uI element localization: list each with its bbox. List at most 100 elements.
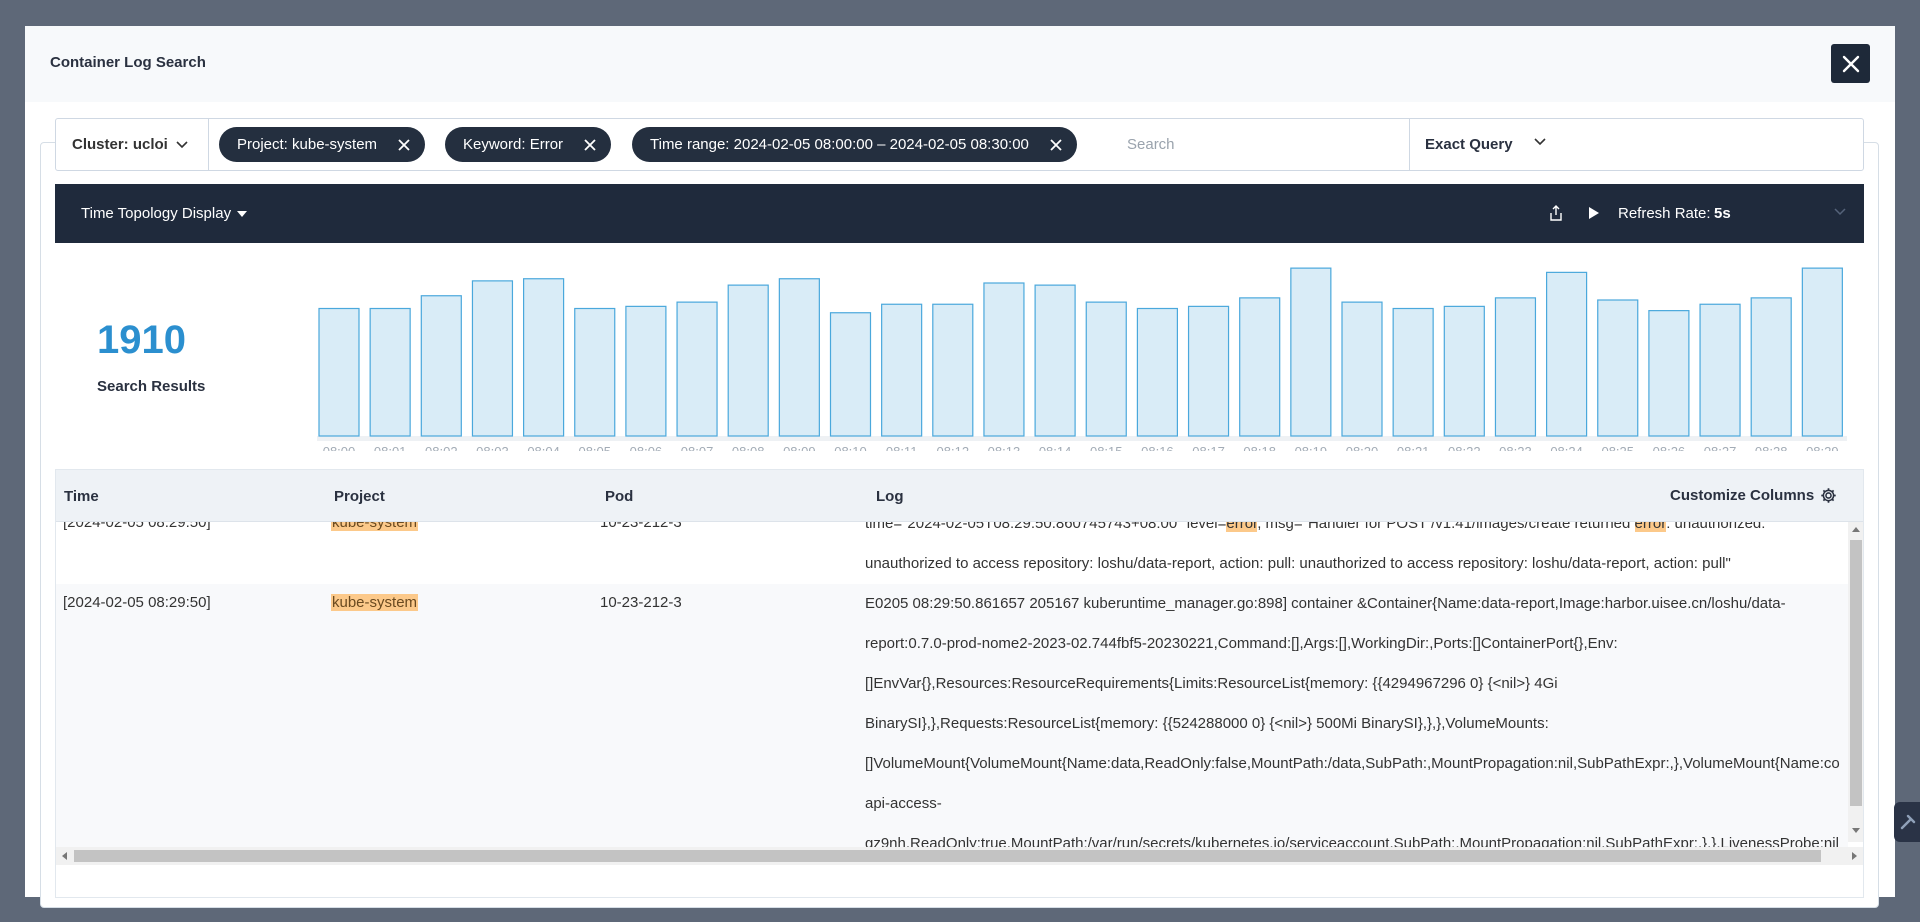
chart-bar[interactable] [1187, 305, 1230, 437]
cell-log: E0205 08:29:50.861657 205167 kuberuntime… [865, 584, 1848, 847]
cell-project: kube-system [331, 522, 419, 531]
chart-bar[interactable] [1341, 301, 1383, 437]
scroll-right-icon[interactable] [1852, 852, 1857, 860]
chip-remove-icon[interactable] [1049, 138, 1063, 152]
vertical-scrollbar[interactable] [1848, 522, 1863, 842]
x-tick-label: 08:17 [1192, 444, 1225, 451]
x-tick-label: 08:06 [630, 444, 663, 451]
x-tick-label: 08:15 [1090, 444, 1123, 451]
chip-remove-icon[interactable] [397, 138, 411, 152]
topology-dropdown[interactable]: Time Topology Display [81, 205, 248, 222]
cluster-select[interactable]: Cluster: ucloi [56, 119, 209, 170]
x-tick-label: 08:28 [1755, 444, 1788, 451]
chart-bar[interactable] [676, 301, 718, 437]
search-input[interactable] [1127, 128, 1407, 161]
chart-toolbar: Time Topology Display Refresh Rate: 5s [55, 184, 1864, 243]
x-tick-label: 08:00 [323, 444, 356, 451]
x-tick-label: 08:14 [1039, 444, 1072, 451]
x-tick-label: 08:05 [578, 444, 611, 451]
table-header: Time Project Pod Log Customize Columns [56, 470, 1863, 522]
scroll-thumb[interactable] [74, 850, 1821, 862]
cell-pod: 10-23-212-3 [600, 594, 682, 611]
scroll-left-icon[interactable] [62, 852, 67, 860]
x-tick-label: 08:16 [1141, 444, 1174, 451]
column-header-project[interactable]: Project [334, 488, 385, 505]
histogram-card: 1910 Search Results 08:00 08:01 08:02 08:03… [55, 256, 1864, 451]
chart-bar[interactable] [1034, 284, 1076, 437]
chart-bar[interactable] [471, 280, 514, 437]
chart-bar[interactable] [829, 312, 872, 437]
filter-chip-project: Project: kube-system [219, 127, 426, 162]
log-line: unauthorized to access repository: loshu… [865, 544, 1848, 584]
cell-log: time="2024-02-05T08:29:50.860745743+08:0… [865, 522, 1848, 584]
customize-columns-button[interactable]: Customize Columns [1670, 487, 1837, 504]
chart-bar[interactable] [1648, 310, 1690, 437]
highlight: kube-system [331, 594, 419, 611]
chart-bar[interactable] [932, 303, 974, 437]
search-bar: Cluster: ucloi Project: kube-system Keyw… [55, 118, 1864, 171]
chevron-down-icon[interactable] [1834, 208, 1846, 216]
chart-bar[interactable] [1392, 307, 1434, 437]
chart-bar[interactable] [1801, 267, 1843, 437]
result-count-label: Search Results [97, 378, 206, 395]
x-tick-label: 08:24 [1550, 444, 1583, 451]
close-button[interactable] [1831, 44, 1870, 83]
export-icon[interactable] [1549, 204, 1563, 222]
chart-bar[interactable] [369, 307, 411, 437]
table-body: [2024-02-05 08:29:50] kube-system 10-23-… [56, 522, 1848, 847]
chart-bar[interactable] [881, 303, 923, 437]
scroll-down-icon[interactable] [1852, 828, 1860, 833]
refresh-rate-value[interactable]: 5s [1714, 205, 1731, 222]
column-header-time[interactable]: Time [64, 488, 99, 505]
x-tick-label: 08:21 [1397, 444, 1430, 451]
cell-pod: 10-23-212-3 [600, 522, 682, 531]
scroll-up-icon[interactable] [1852, 527, 1860, 532]
chart-bar[interactable] [1443, 305, 1485, 437]
side-tool-tab[interactable] [1894, 802, 1920, 842]
chart-bar[interactable] [1545, 271, 1588, 437]
log-line: BinarySI},},Requests:ResourceList{memory… [865, 704, 1848, 744]
close-icon [1842, 55, 1859, 72]
log-line: time="2024-02-05T08:29:50.860745743+08:0… [865, 522, 1848, 544]
log-histogram-chart: 08:00 08:01 08:02 08:03 08:04 08:05 08:06 08:07… [317, 267, 1847, 451]
chart-bar[interactable] [1136, 307, 1179, 437]
column-header-log[interactable]: Log [876, 488, 904, 505]
log-line: E0205 08:29:50.861657 205167 kuberuntime… [865, 584, 1848, 624]
log-line: []VolumeMount{VolumeMount{Name:data,Read… [865, 744, 1848, 784]
chip-remove-icon[interactable] [583, 138, 597, 152]
chart-bar[interactable] [1239, 297, 1281, 437]
chart-bar[interactable] [1699, 303, 1741, 437]
cell-time: [2024-02-05 08:29:50] [63, 594, 211, 611]
log-text: api-access- [865, 795, 942, 812]
chart-bar[interactable] [1494, 297, 1537, 437]
chevron-down-icon [1534, 138, 1546, 146]
chart-bar[interactable] [1085, 301, 1127, 437]
cell-project: kube-system [331, 594, 419, 611]
column-header-pod[interactable]: Pod [605, 488, 634, 505]
result-count: 1910 [97, 318, 186, 362]
scroll-thumb[interactable] [1850, 540, 1862, 806]
x-tick-label: 08:25 [1601, 444, 1634, 451]
modal-header: Container Log Search [25, 26, 1895, 102]
chart-bar[interactable] [1290, 267, 1332, 437]
chart-bar[interactable] [523, 278, 565, 437]
table-row[interactable]: [2024-02-05 08:29:50] kube-system 10-23-… [56, 584, 1848, 847]
chart-bar[interactable] [778, 278, 820, 437]
chart-bar[interactable] [1750, 297, 1792, 437]
chart-bar[interactable] [727, 284, 769, 437]
chart-bar[interactable] [420, 295, 462, 437]
chart-bar[interactable] [1597, 299, 1639, 437]
chart-bar[interactable] [318, 307, 360, 437]
chart-bar[interactable] [574, 307, 616, 437]
table-row[interactable]: [2024-02-05 08:29:50] kube-system 10-23-… [56, 522, 1848, 584]
chart-bar[interactable] [983, 282, 1025, 437]
chart-bar[interactable] [625, 305, 667, 437]
play-icon[interactable] [1589, 207, 1599, 219]
log-line: []EnvVar{},Resources:ResourceRequirement… [865, 664, 1848, 704]
log-text: report:0.7.0-prod-nome2-2023-02.744fbf5-… [865, 635, 1618, 652]
keyword-highlight: error [1226, 522, 1258, 532]
log-line: gz9nh,ReadOnly:true,MountPath:/var/run/s… [865, 824, 1848, 847]
log-text: unauthorized to access repository: loshu… [865, 555, 1731, 572]
horizontal-scrollbar[interactable] [56, 847, 1863, 865]
query-mode-select[interactable]: Exact Query [1409, 119, 1563, 170]
